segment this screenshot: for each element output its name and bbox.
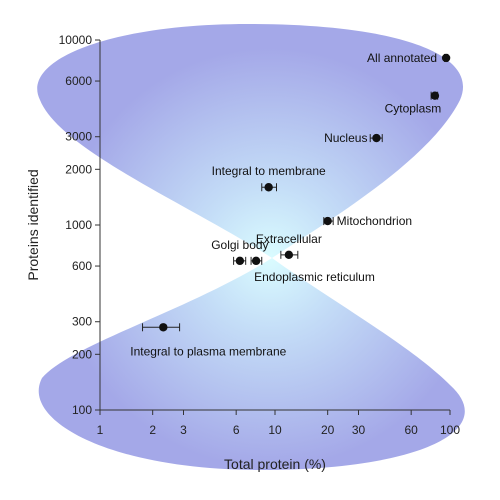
y-tick-label: 200	[72, 347, 92, 361]
y-tick-label: 10000	[59, 33, 93, 47]
data-point	[441, 53, 451, 63]
y-axis-ticks: 100 200 300 600 1000 2000 3000 6000 10000	[59, 33, 100, 417]
y-tick-label: 2000	[65, 162, 92, 176]
x-tick-label: 60	[404, 423, 418, 437]
y-tick-label: 100	[72, 403, 92, 417]
data-point	[284, 250, 294, 260]
point-label: Integral to plasma membrane	[130, 344, 286, 358]
x-tick-label: 3	[180, 423, 187, 437]
x-tick-label: 6	[233, 423, 240, 437]
data-point	[159, 323, 168, 332]
point-label: Mitochondrion	[337, 214, 412, 228]
point-label: Endoplasmic reticulum	[254, 270, 375, 284]
point-label: Nucleus	[324, 131, 367, 145]
x-tick-label: 2	[149, 423, 156, 437]
x-tick-label: 1	[97, 423, 104, 437]
point-label: Golgi body	[211, 238, 268, 252]
y-tick-label: 3000	[65, 130, 92, 144]
point-label: Extracellular	[256, 232, 322, 246]
hourglass-background	[37, 24, 465, 470]
x-tick-label: 10	[268, 423, 282, 437]
y-tick-label: 6000	[65, 74, 92, 88]
y-tick-label: 300	[72, 315, 92, 329]
data-point	[323, 216, 332, 226]
x-tick-label: 20	[321, 423, 335, 437]
point-label: Cytoplasm	[385, 102, 442, 116]
x-axis-title: Total protein (%)	[224, 456, 326, 472]
data-point	[430, 91, 440, 100]
data-point	[264, 183, 273, 192]
data-points: All annotated Cytoplasm Nucleus Integral to…	[130, 51, 451, 358]
x-axis-ticks: 1 2 3 6 10 20 30 60 100	[97, 410, 460, 437]
y-tick-label: 1000	[65, 218, 92, 232]
y-axis-title: Proteins identified	[25, 169, 41, 280]
x-tick-label: 30	[352, 423, 366, 437]
x-tick-label: 100	[440, 423, 460, 437]
data-point	[372, 133, 381, 143]
data-point	[235, 256, 245, 266]
data-point	[251, 256, 261, 266]
y-tick-label: 600	[72, 259, 92, 273]
point-label: All annotated	[367, 51, 437, 65]
point-label: Integral to membrane	[212, 164, 326, 178]
